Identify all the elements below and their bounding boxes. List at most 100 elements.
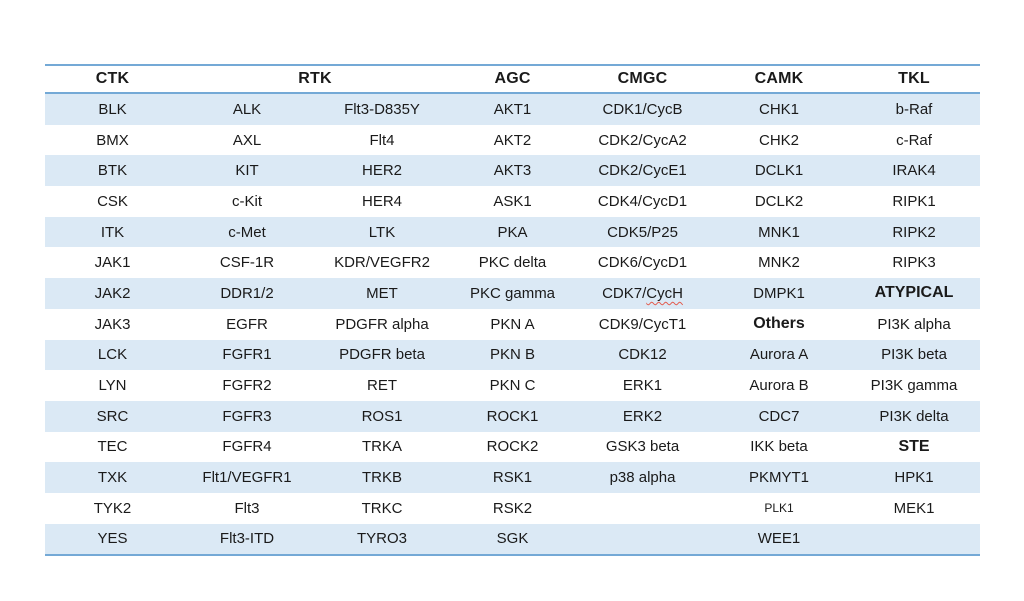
table-cell: ASK1 bbox=[493, 192, 532, 210]
table-cell: RIPK3 bbox=[892, 254, 936, 272]
table-cell: CDK2/CycE1 bbox=[598, 162, 687, 180]
table-cell: TRKB bbox=[362, 469, 403, 487]
table-cell: FGFR1 bbox=[222, 346, 272, 364]
table-cell: EGFR bbox=[226, 315, 268, 333]
table-cell: BMX bbox=[96, 131, 129, 149]
table-cell: PKN C bbox=[489, 377, 536, 395]
table-cell: PI3K delta bbox=[879, 407, 949, 425]
table-cell: PI3K beta bbox=[881, 346, 947, 364]
header-rtk: RTK bbox=[180, 65, 451, 94]
table-cell: PKC gamma bbox=[470, 284, 556, 302]
table-cell: p38 alpha bbox=[609, 469, 676, 487]
table-cell: LCK bbox=[97, 346, 128, 364]
table-row: TEC FGFR4 TRKA ROCK2 GSK3 beta IKK beta STE bbox=[45, 432, 980, 463]
table-cell: TYRO3 bbox=[314, 523, 451, 557]
table-row: BLK ALK Flt3-D835Y AKT1 CDK1/CycB CHK1 b-Raf bbox=[45, 93, 981, 125]
table-cell: TEC bbox=[97, 438, 128, 456]
kinase-table-body: BLK ALK Flt3-D835Y AKT1 CDK1/CycB CHK1 b-Raf BM… bbox=[45, 93, 981, 557]
table-cell: PI3K alpha bbox=[877, 315, 951, 333]
table-cell: c-Raf bbox=[896, 131, 932, 149]
table-cell: PKC delta bbox=[478, 254, 547, 272]
table-cell: SGK bbox=[450, 523, 576, 557]
table-cell: IKK beta bbox=[750, 438, 808, 456]
spellcheck-underline: CycH bbox=[646, 284, 683, 302]
table-row: LYN FGFR2 RET PKN C ERK1 Aurora B PI3K gamma bbox=[45, 370, 980, 401]
table-cell: CDK7/CycH bbox=[602, 284, 683, 302]
header-cmgc: CMGC bbox=[575, 65, 711, 94]
table-cell: Aurora A bbox=[749, 346, 809, 364]
table-cell: PI3K gamma bbox=[870, 377, 958, 395]
table-cell: ROS1 bbox=[361, 407, 403, 425]
table-cell: PKMYT1 bbox=[749, 469, 810, 487]
table-cell: RIPK1 bbox=[892, 192, 936, 210]
table-cell: DDR1/2 bbox=[220, 284, 274, 302]
table-cell: CDC7 bbox=[758, 407, 800, 425]
table-cell: ROCK1 bbox=[486, 407, 539, 425]
table-cell: CDK12 bbox=[618, 346, 667, 364]
table-row: CSK c-Kit HER4 ASK1 CDK4/CycD1 DCLK2 RIPK1 bbox=[45, 186, 980, 217]
table-row: BTK KIT HER2 AKT3 CDK2/CycE1 DCLK1 IRAK4 bbox=[45, 155, 981, 187]
table-cell: JAK3 bbox=[94, 315, 131, 333]
table-cell: TRKA bbox=[362, 438, 403, 456]
table-cell: HER4 bbox=[362, 192, 403, 210]
table-cell: PKN B bbox=[490, 346, 536, 364]
table-cell: JAK1 bbox=[94, 254, 131, 272]
table-cell: MNK1 bbox=[758, 223, 800, 241]
table-cell: AXL bbox=[232, 131, 262, 149]
header-agc: AGC bbox=[450, 65, 576, 94]
table-row: ITK c-Met LTK PKA CDK5/P25 MNK1 RIPK2 bbox=[45, 216, 981, 248]
table-cell: PLK1 bbox=[764, 501, 794, 516]
table-cell: SRC bbox=[96, 407, 129, 425]
table-cell: STE bbox=[898, 437, 930, 455]
table-cell: TXK bbox=[97, 469, 128, 487]
table-cell: RSK1 bbox=[492, 469, 533, 487]
table-cell: RSK2 bbox=[492, 499, 533, 517]
table-cell bbox=[848, 523, 981, 557]
table-cell: PDGFR beta bbox=[339, 346, 425, 364]
table-cell: CDK6/CycD1 bbox=[597, 254, 688, 272]
table-cell: ALK bbox=[232, 100, 262, 118]
table-row: LCK FGFR1 PDGFR beta PKN B CDK12 Aurora A PI3K… bbox=[45, 339, 981, 371]
table-cell: IRAK4 bbox=[892, 162, 936, 180]
table-cell: FGFR3 bbox=[222, 407, 272, 425]
table-cell: CDK5/P25 bbox=[607, 223, 678, 241]
table-cell: RIPK2 bbox=[892, 223, 936, 241]
header-tkl: TKL bbox=[848, 65, 981, 94]
table-cell: BLK bbox=[98, 100, 127, 118]
table-cell: Flt1/VEGFR1 bbox=[202, 469, 292, 487]
table-cell: JAK2 bbox=[94, 284, 131, 302]
table-cell: ROCK2 bbox=[486, 438, 539, 456]
table-cell: Others bbox=[753, 315, 805, 333]
table-cell: TRKC bbox=[361, 499, 403, 517]
table-cell bbox=[575, 523, 711, 557]
table-cell: DCLK1 bbox=[754, 162, 804, 180]
table-cell: WEE1 bbox=[710, 523, 849, 557]
table-cell: FGFR4 bbox=[222, 438, 272, 456]
table-cell: Flt4 bbox=[369, 131, 395, 149]
table-cell: PDGFR alpha bbox=[335, 315, 429, 333]
table-row: YES Flt3-ITD TYRO3 SGK WEE1 bbox=[45, 523, 981, 557]
table-cell: CDK1/CycB bbox=[602, 100, 683, 118]
table-cell: DCLK2 bbox=[754, 192, 804, 210]
table-cell: b-Raf bbox=[895, 100, 933, 118]
table-cell: CDK2/CycA2 bbox=[598, 131, 687, 149]
header-ctk: CTK bbox=[45, 65, 180, 94]
table-cell: KIT bbox=[235, 162, 259, 180]
table-cell: CSF-1R bbox=[219, 254, 275, 272]
table-cell: AKT1 bbox=[493, 100, 532, 118]
table-cell: Flt3-D835Y bbox=[344, 100, 420, 118]
table-row: BMX AXL Flt4 AKT2 CDK2/CycA2 CHK2 c-Raf bbox=[45, 125, 980, 156]
table-cell: MNK2 bbox=[758, 254, 800, 272]
table-cell: TYK2 bbox=[93, 499, 132, 517]
table-cell: YES bbox=[45, 523, 180, 557]
table-cell: CHK2 bbox=[759, 131, 800, 149]
table-cell: ERK1 bbox=[622, 377, 663, 395]
table-cell: FGFR2 bbox=[222, 377, 272, 395]
table-row: JAK2 DDR1/2 MET PKC gamma CDK7/CycH DMPK1 ATYP… bbox=[45, 278, 981, 309]
table-cell: HPK1 bbox=[894, 469, 934, 487]
table-cell: HER2 bbox=[362, 162, 403, 180]
table-cell: GSK3 beta bbox=[605, 438, 680, 456]
table-cell: PKN A bbox=[490, 315, 535, 333]
header-camk: CAMK bbox=[710, 65, 849, 94]
